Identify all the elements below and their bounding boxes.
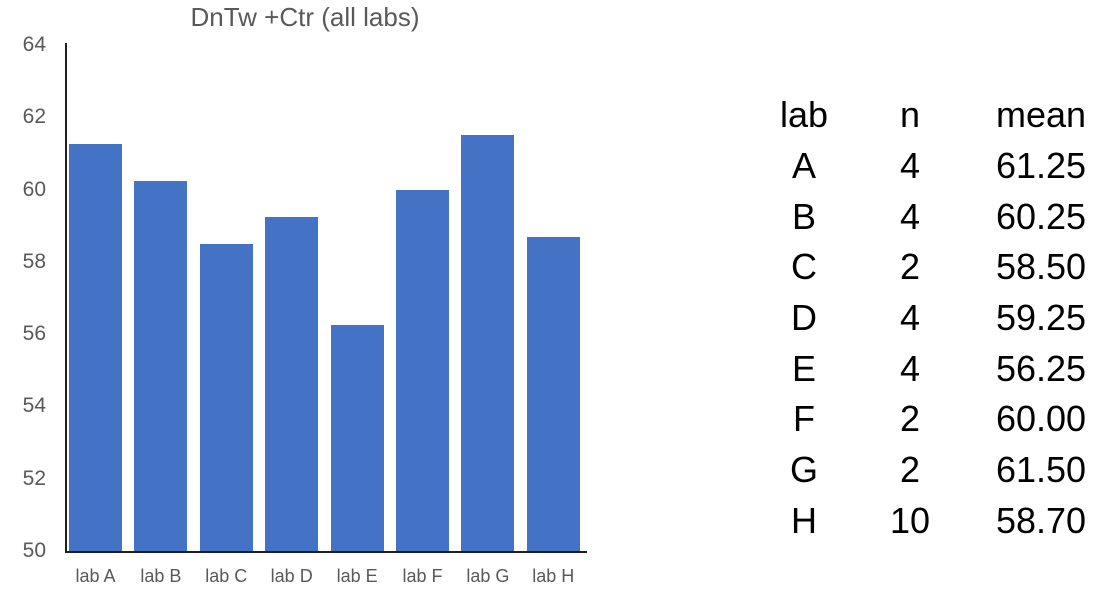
summary-table: lab n mean A 4 61.25 B 4 60.25 C 2 58.50 D 4 59.25 E 4 56… <box>740 90 1113 546</box>
y-tick-label: 58 <box>22 249 46 273</box>
table-cell: H <box>791 499 817 541</box>
table-cell: 58.70 <box>995 499 1087 541</box>
table-cell: 4 <box>899 195 921 237</box>
table-cell: 60.00 <box>995 398 1087 440</box>
y-axis-labels: 64 62 60 58 56 54 52 50 <box>0 0 46 607</box>
table-cell: 2 <box>899 449 921 491</box>
bar-lab-H <box>526 236 580 551</box>
table-cell: G <box>789 449 818 491</box>
y-tick-label: 50 <box>22 539 46 562</box>
table-cell: 59.25 <box>995 297 1087 339</box>
x-tick-label: lab G <box>466 566 510 586</box>
table-cell: D <box>791 297 817 339</box>
table-cell: 10 <box>889 499 931 541</box>
y-tick-label: 64 <box>22 33 46 56</box>
table-cell: 61.25 <box>995 145 1087 187</box>
table-cell: F <box>793 398 815 440</box>
y-tick-label: 62 <box>22 105 46 129</box>
y-tick-label: 60 <box>22 177 46 201</box>
x-axis-labels: lab A lab B lab C lab D lab E lab F lab G lab H <box>65 566 585 592</box>
bar-lab-D <box>265 216 319 551</box>
x-tick-label: lab D <box>270 566 313 586</box>
y-tick-label: 54 <box>22 394 46 418</box>
bar-lab-C <box>199 243 253 551</box>
table-cell: 4 <box>899 145 921 187</box>
table-header-cell: lab <box>779 94 829 136</box>
table-cell: E <box>791 347 816 389</box>
bar-chart-region: DnTw +Ctr (all labs) 64 62 60 58 56 54 52 50 la… <box>0 0 587 607</box>
table-cell: 4 <box>899 297 921 339</box>
table-cell: 60.25 <box>995 195 1087 237</box>
x-tick-label: lab H <box>532 566 575 586</box>
bar-lab-F <box>396 189 449 551</box>
bar-lab-E <box>330 325 384 551</box>
x-tick-label: lab B <box>140 566 182 586</box>
table-cell: A <box>791 145 816 187</box>
x-tick-label: lab F <box>402 566 443 586</box>
table-header-cell: mean <box>995 94 1087 136</box>
table-header-cell: n <box>899 94 921 136</box>
bar-lab-B <box>134 180 188 551</box>
table-cell: 2 <box>899 246 921 288</box>
x-tick-label: lab E <box>336 566 378 586</box>
x-tick-label: lab C <box>205 566 248 586</box>
table-cell: 4 <box>899 347 921 389</box>
y-tick-label: 56 <box>22 322 46 346</box>
bar-lab-A <box>69 144 122 551</box>
x-tick-label: lab A <box>75 566 116 586</box>
table-cell: 61.50 <box>995 449 1087 491</box>
bar-lab-G <box>461 135 515 551</box>
table-cell: 2 <box>899 398 921 440</box>
table-cell: B <box>791 195 816 237</box>
table-cell: C <box>791 246 817 288</box>
table-cell: 58.50 <box>995 246 1087 288</box>
table-cell: 56.25 <box>995 347 1087 389</box>
plot-area <box>65 43 587 553</box>
chart-title: DnTw +Ctr (all labs) <box>190 2 420 32</box>
y-tick-label: 52 <box>22 466 46 490</box>
